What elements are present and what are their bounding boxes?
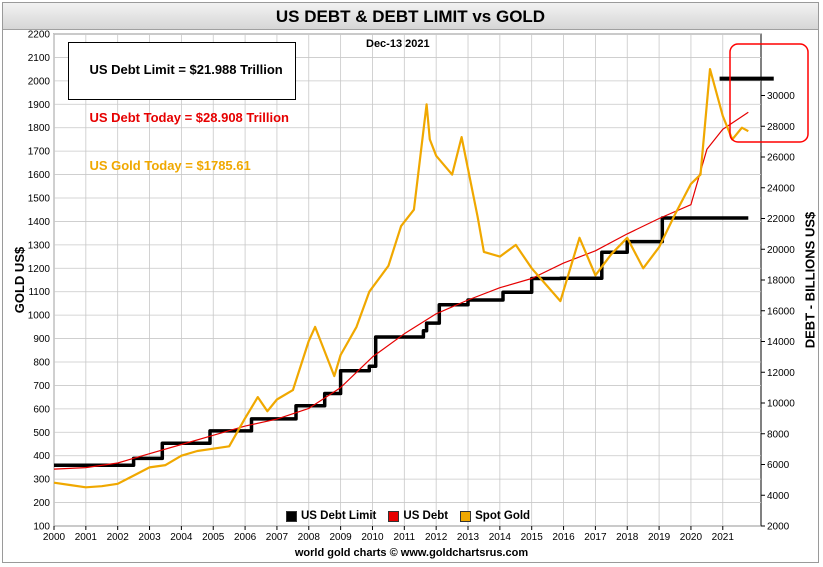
y-tick-label-left: 700 — [33, 381, 50, 392]
x-tick-label: 2010 — [361, 532, 384, 543]
info-line-gold-today: US Gold Today = $1785.61 — [75, 142, 289, 190]
y-tick-label-left: 300 — [33, 475, 50, 486]
x-tick-label: 2012 — [425, 532, 448, 543]
y-tick-label-left: 2100 — [28, 53, 51, 64]
info-label-debt-limit: US Debt Limit — [89, 62, 175, 77]
y-tick-label-left: 1600 — [28, 170, 51, 181]
y-tick-label-left: 1800 — [28, 123, 51, 134]
y-tick-label-right: 6000 — [767, 460, 790, 471]
y-tick-label-left: 1500 — [28, 194, 51, 205]
x-tick-label: 2020 — [680, 532, 703, 543]
y-tick-label-right: 20000 — [767, 245, 795, 256]
chart-title: US DEBT & DEBT LIMIT vs GOLD — [275, 7, 546, 26]
y-tick-label-right: 30000 — [767, 91, 795, 102]
spot-gold-line — [53, 68, 749, 489]
x-tick-label: 2006 — [234, 532, 257, 543]
y-tick-label-right: 18000 — [767, 276, 795, 287]
info-label-gold-today: US Gold Today — [89, 158, 182, 173]
legend-swatch-gold — [460, 510, 472, 522]
x-tick-label: 2001 — [75, 532, 98, 543]
y-tick-label-left: 400 — [33, 451, 50, 462]
x-tick-label: 2016 — [552, 532, 575, 543]
y-tick-label-left: 500 — [33, 428, 50, 439]
y-tick-label-left: 800 — [33, 358, 50, 369]
x-tick-label: 2008 — [298, 532, 321, 543]
x-tick-label: 2005 — [202, 532, 225, 543]
y-tick-label-left: 1700 — [28, 147, 51, 158]
y-tick-label-right: 4000 — [767, 491, 790, 502]
info-value-debt-limit: = $21.988 Trillion — [178, 62, 283, 77]
info-line-debt-limit: US Debt Limit = $21.988 Trillion — [75, 46, 289, 94]
info-box: US Debt Limit = $21.988 Trillion US Debt… — [68, 42, 296, 173]
x-tick-label: 2013 — [457, 532, 480, 543]
x-tick-label: 2011 — [394, 532, 416, 543]
y-axis-left-label: GOLD US$ — [11, 246, 27, 314]
us-debt-limit-line — [54, 216, 749, 468]
x-tick-label: 2002 — [107, 532, 130, 543]
info-label-debt-today: US Debt Today — [89, 110, 181, 125]
legend-item-gold: Spot Gold — [460, 510, 530, 522]
x-tick-label: 2004 — [170, 532, 193, 543]
info-value-debt-today: = $28.908 Trillion — [184, 110, 289, 125]
legend-swatch-debt-limit — [286, 510, 297, 522]
y-tick-label-left: 200 — [33, 498, 50, 509]
y-tick-label-right: 22000 — [767, 214, 795, 225]
legend-swatch-debt — [388, 510, 400, 522]
y-tick-label-left: 1000 — [28, 311, 51, 322]
footer-credit: world gold charts © www.goldchartsrus.co… — [294, 547, 529, 559]
x-tick-label: 2015 — [521, 532, 544, 543]
x-tick-label: 2014 — [489, 532, 512, 543]
legend-label-debt-limit: US Debt Limit — [301, 510, 377, 522]
legend: US Debt Limit US Debt Spot Gold — [286, 510, 530, 522]
x-tick-label: 2007 — [266, 532, 289, 543]
y-tick-label-left: 1100 — [28, 287, 50, 298]
series-layer — [53, 68, 774, 489]
y-tick-label-right: 14000 — [767, 337, 795, 348]
legend-label-debt: US Debt — [403, 510, 449, 522]
x-tick-label: 2009 — [329, 532, 352, 543]
us-debt-line — [53, 111, 749, 470]
x-tick-label: 2019 — [648, 532, 671, 543]
x-tick-label: 2000 — [43, 532, 66, 543]
info-line-debt-today: US Debt Today = $28.908 Trillion — [75, 94, 289, 142]
y-tick-label-left: 1200 — [28, 264, 51, 275]
highlight-box — [729, 43, 809, 143]
legend-item-debt: US Debt — [388, 510, 448, 522]
y-tick-label-right: 10000 — [767, 399, 795, 410]
y-tick-label-right: 26000 — [767, 153, 795, 164]
info-value-gold-today: = $1785.61 — [185, 158, 251, 173]
y-tick-label-right: 8000 — [767, 429, 790, 440]
y-tick-label-left: 1400 — [28, 217, 51, 228]
y-tick-label-left: 600 — [33, 404, 50, 415]
y-tick-label-left: 2000 — [28, 76, 51, 87]
x-tick-label: 2021 — [712, 532, 735, 543]
axis-layer: 100 200 300 400 500 600 700 800 900 1000 1100 1200 1… — [28, 30, 795, 544]
title-bar: US DEBT & DEBT LIMIT vs GOLD — [3, 3, 818, 30]
y-tick-label-right: 2000 — [767, 522, 790, 533]
y-tick-label-right: 16000 — [767, 306, 795, 317]
x-tick-label: 2017 — [584, 532, 607, 543]
x-tick-label: 2003 — [138, 532, 161, 543]
x-tick-label: 2018 — [616, 532, 639, 543]
y-tick-label-left: 900 — [33, 334, 50, 345]
legend-item-debt-limit: US Debt Limit — [286, 510, 376, 522]
y-tick-label-left: 1300 — [28, 240, 51, 251]
y-tick-label-right: 28000 — [767, 122, 795, 133]
y-axis-right-label: DEBT - BILLIONS US$ — [802, 211, 818, 349]
date-label: Dec-13 2021 — [366, 38, 430, 50]
y-tick-label-right: 24000 — [767, 183, 795, 194]
y-tick-label-left: 1900 — [28, 100, 51, 111]
y-tick-label-right: 12000 — [767, 368, 795, 379]
legend-label-gold: Spot Gold — [475, 510, 531, 522]
y-tick-label-left: 2200 — [28, 30, 51, 41]
y-tick-label-left: 100 — [33, 522, 50, 533]
